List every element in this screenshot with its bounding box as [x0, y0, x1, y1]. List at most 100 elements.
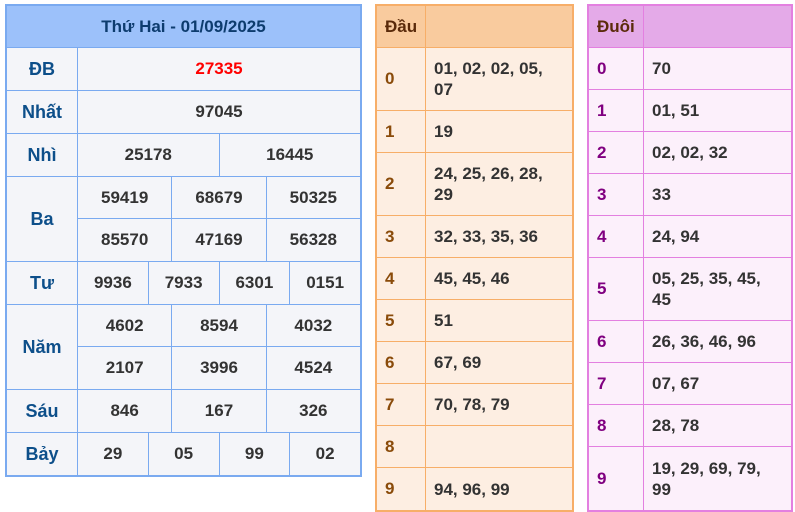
prize-number: 846	[78, 390, 173, 432]
duoi-row: 0 70	[589, 48, 791, 90]
prize-label: Bảy	[7, 433, 78, 475]
prize-subrow: 25178 16445	[78, 134, 360, 176]
dau-row: 4 45, 45, 46	[377, 258, 572, 300]
prize-subrow: 97045	[78, 91, 360, 133]
prize-subrow: 846 167 326	[78, 390, 360, 432]
prize-values: 9936 7933 6301 0151	[78, 262, 360, 304]
prize-number: 8594	[172, 305, 267, 346]
prize-label: Nhì	[7, 134, 78, 176]
prize-subrow: 4602 8594 4032	[78, 305, 360, 347]
prize-number: 16445	[266, 145, 314, 164]
prize-row: ĐB 27335	[7, 48, 360, 91]
duoi-row: 4 24, 94	[589, 216, 791, 258]
duoi-numbers: 02, 02, 32	[652, 143, 728, 162]
prize-row: Tư 9936 7933 6301 0151	[7, 262, 360, 305]
dau-digit: 3	[377, 216, 426, 257]
duoi-digit: 1	[589, 90, 644, 131]
prize-number: 9936	[78, 262, 149, 304]
prize-label: Năm	[7, 305, 78, 389]
prize-label: Sáu	[7, 390, 78, 432]
duoi-digit: 0	[589, 48, 644, 89]
duoi-row: 2 02, 02, 32	[589, 132, 791, 174]
prize-number: 50325	[289, 187, 337, 207]
prize-number: 02	[315, 444, 335, 463]
prize-values: 846 167 326	[78, 390, 360, 432]
duoi-row: 3 33	[589, 174, 791, 216]
prize-values: 59419 68679 50325 85570 47169 56328	[78, 177, 360, 261]
duoi-numbers: 05, 25, 35, 45, 45	[652, 269, 761, 309]
prize-number: 3996	[172, 347, 267, 389]
prize-values: 25178 16445	[78, 134, 360, 176]
prize-number: 4524	[294, 358, 333, 377]
dau-numbers: 01, 02, 02, 05, 07	[434, 59, 543, 99]
dau-header-row: Đầu	[377, 6, 572, 48]
dau-numbers: 67, 69	[434, 353, 482, 372]
duoi-row: 8 28, 78	[589, 405, 791, 447]
results-title: Thứ Hai - 01/09/2025	[7, 6, 360, 48]
duoi-row: 6 26, 36, 46, 96	[589, 321, 791, 363]
duoi-digit: 4	[589, 216, 644, 257]
prize-number: 4602	[78, 305, 173, 346]
duoi-digit: 5	[589, 258, 644, 320]
duoi-digit: 6	[589, 321, 644, 362]
duoi-numbers: 19, 29, 69, 79, 99	[652, 458, 761, 499]
duoi-numbers: 01, 51	[652, 101, 700, 120]
prize-number: 7933	[149, 262, 220, 304]
prize-subrow: 29 05 99 02	[78, 433, 360, 475]
duoi-numbers: 26, 36, 46, 96	[652, 332, 756, 351]
prize-subrow: 2107 3996 4524	[78, 347, 360, 389]
dau-numbers: 94, 96, 99	[434, 479, 510, 499]
dau-digit: 1	[377, 111, 426, 152]
dau-digit: 8	[377, 426, 426, 467]
prize-values: 97045	[78, 91, 360, 133]
prize-row: Năm 4602 8594 4032 2107 3996 4524	[7, 305, 360, 390]
dau-digit: 6	[377, 342, 426, 383]
prize-number: 59419	[78, 177, 173, 218]
prize-subrow: 85570 47169 56328	[78, 219, 360, 261]
prize-number: 05	[149, 433, 220, 475]
dau-numbers: 51	[434, 311, 453, 330]
dau-digit: 2	[377, 153, 426, 215]
prize-row: Nhất 97045	[7, 91, 360, 134]
dau-row: 7 70, 78, 79	[377, 384, 572, 426]
prize-row: Sáu 846 167 326	[7, 390, 360, 433]
prize-subrow: 9936 7933 6301 0151	[78, 262, 360, 304]
prize-number: 85570	[78, 219, 173, 261]
dau-row: 2 24, 25, 26, 28, 29	[377, 153, 572, 216]
duoi-digit: 2	[589, 132, 644, 173]
prize-number: 29	[78, 433, 149, 475]
dau-row: 9 94, 96, 99	[377, 468, 572, 510]
prize-subrow: 59419 68679 50325	[78, 177, 360, 219]
dau-numbers: 45, 45, 46	[434, 269, 510, 288]
prize-values: 27335	[78, 48, 360, 90]
dau-numbers: 24, 25, 26, 28, 29	[434, 164, 543, 204]
prize-label: Tư	[7, 262, 78, 304]
duoi-row: 1 01, 51	[589, 90, 791, 132]
dau-numbers	[426, 426, 572, 467]
prize-label: ĐB	[7, 48, 78, 90]
prize-number: 47169	[172, 219, 267, 261]
prize-number: 25178	[78, 134, 220, 176]
dau-digit: 9	[377, 468, 426, 510]
prize-number: 27335	[195, 59, 243, 78]
results-table: Thứ Hai - 01/09/2025 ĐB 27335 Nhất 97045 Nhì…	[5, 4, 362, 477]
prize-label: Ba	[7, 177, 78, 261]
duoi-row: 9 19, 29, 69, 79, 99	[589, 447, 791, 510]
duoi-header: Đuôi	[589, 6, 644, 47]
prize-number: 97045	[195, 102, 243, 121]
duoi-table: Đuôi 0 70 1 01, 51 2 02, 02, 32 3 33 4 24, 94 5 05,…	[587, 4, 793, 512]
dau-digit: 7	[377, 384, 426, 425]
prize-row: Ba 59419 68679 50325 85570 47169 56328	[7, 177, 360, 262]
duoi-numbers: 07, 67	[652, 374, 700, 393]
dau-row: 1 19	[377, 111, 572, 153]
dau-row: 3 32, 33, 35, 36	[377, 216, 572, 258]
dau-numbers: 19	[434, 122, 453, 141]
duoi-numbers: 28, 78	[652, 416, 700, 435]
prize-number: 167	[172, 390, 267, 432]
prize-row: Bảy 29 05 99 02	[7, 433, 360, 475]
dau-digit: 5	[377, 300, 426, 341]
dau-digit: 4	[377, 258, 426, 299]
duoi-numbers: 70	[652, 59, 671, 78]
prize-subrow: 27335	[78, 48, 360, 90]
prize-values: 4602 8594 4032 2107 3996 4524	[78, 305, 360, 389]
